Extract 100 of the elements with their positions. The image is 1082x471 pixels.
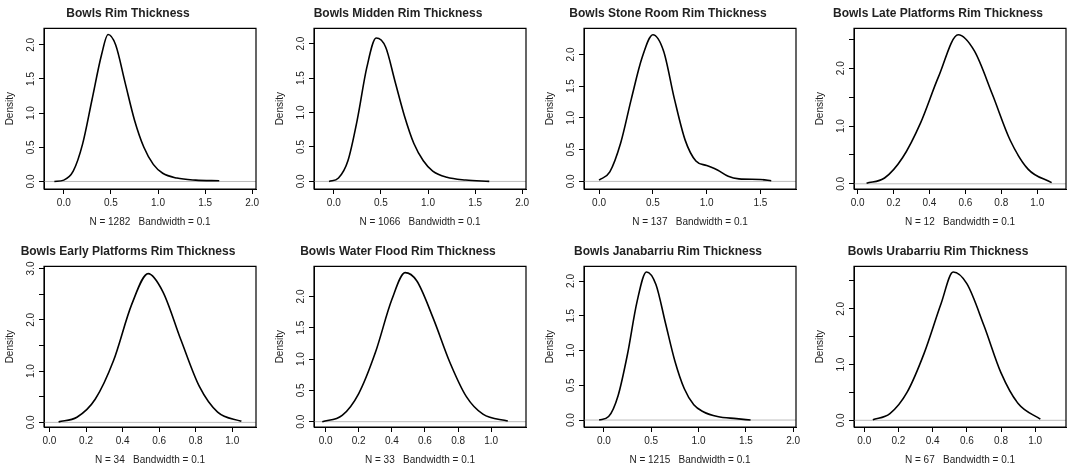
y-tick-label: 1.5 [294, 319, 306, 335]
x-tick-label: 0.8 [188, 434, 204, 446]
x-tick-label: 0.5 [645, 196, 661, 208]
y-tick-label: 0.5 [564, 142, 576, 157]
x-tick-label: 0.0 [56, 196, 72, 208]
chart-title: Bowls Stone Room Rim Thickness [569, 5, 768, 20]
x-tick-label: 0.2 [351, 434, 367, 446]
x-tick-label: 1.0 [1030, 196, 1045, 208]
x-tick-label: 1.5 [198, 196, 213, 208]
y-tick-label: 2.0 [294, 288, 306, 303]
line-series [598, 33, 773, 182]
chart-title: Bowls Late Platforms Rim Thickness [832, 5, 1044, 20]
x-tick-label: 0.5 [103, 196, 119, 208]
x-tick-label: 0.0 [326, 196, 342, 208]
x-tick-label: 0.8 [994, 434, 1009, 446]
line-series [328, 37, 491, 183]
x-tick-label: 0.4 [922, 196, 937, 208]
y-axis-title: Density [3, 329, 15, 363]
y-tick-label: 1.0 [24, 363, 36, 378]
x-tick-label: 2.0 [786, 434, 801, 446]
y-tick-label: 2.0 [564, 47, 576, 62]
line-series [57, 272, 243, 423]
x-tick-label: 1.0 [421, 196, 436, 208]
x-tick-label: 0.5 [373, 196, 389, 208]
y-tick-label: 1.0 [24, 105, 36, 121]
y-tick-label: 0.0 [294, 413, 306, 429]
x-tick-label: 1.0 [225, 434, 240, 446]
x-axis-title: N = 1066 Bandwidth = 0.1 [359, 215, 482, 227]
y-tick-label: 2.0 [564, 273, 576, 288]
chart-title: Bowls Water Flood Rim Thickness [300, 243, 497, 258]
x-tick-label: 0.6 [958, 196, 973, 208]
x-tick-label: 2.0 [515, 196, 530, 208]
x-tick-label: 1.0 [691, 434, 706, 446]
y-tick-label: 0.5 [294, 139, 306, 154]
x-tick-label: 0.8 [994, 196, 1009, 208]
x-tick-label: 0.0 [42, 434, 57, 446]
y-axis-title: Density [543, 92, 555, 126]
x-tick-label: 0.4 [384, 434, 400, 446]
y-axis-title: Density [543, 329, 555, 363]
x-tick-label: 0.5 [644, 434, 659, 446]
line-series [598, 270, 752, 421]
y-axis-title: Density [273, 329, 285, 363]
y-tick-label: 1.0 [294, 105, 306, 120]
x-tick-label: 1.0 [1028, 434, 1043, 446]
x-tick-label: 0.8 [451, 434, 466, 446]
y-tick-label: 1.5 [564, 78, 576, 94]
x-tick-label: 0.0 [850, 196, 865, 208]
y-tick-label: 3.0 [24, 260, 36, 275]
y-axis-title: Density [813, 92, 825, 126]
y-tick-label: 1.0 [564, 110, 576, 125]
y-axis-title: Density [273, 92, 285, 126]
chart-title: Bowls Urabarriu Rim Thickness [847, 243, 1029, 258]
x-tick-label: 1.5 [738, 434, 754, 446]
chart-title: Bowls Janabarriu Rim Thickness [573, 243, 763, 258]
y-axis-title: Density [813, 329, 825, 363]
y-tick-label: 2.0 [24, 37, 36, 52]
x-tick-label: 0.0 [318, 434, 333, 446]
x-tick-label: 0.4 [115, 434, 130, 446]
y-tick-label: 0.0 [834, 412, 846, 427]
x-tick-label: 0.6 [418, 434, 433, 446]
x-axis-title: N = 67 Bandwidth = 0.1 [904, 453, 1016, 465]
x-tick-label: 1.0 [699, 196, 715, 208]
x-axis-title: N = 12 Bandwidth = 0.1 [904, 215, 1016, 227]
x-axis-title: N = 1282 Bandwidth = 0.1 [89, 215, 212, 227]
line-series [872, 270, 1042, 421]
x-tick-label: 1.5 [753, 196, 768, 208]
y-axis-title: Density [3, 92, 15, 126]
line-series [53, 33, 221, 183]
y-tick-label: 1.5 [294, 70, 306, 85]
y-tick-label: 1.0 [834, 356, 846, 371]
x-tick-label: 0.2 [886, 196, 901, 208]
x-axis-title: N = 33 Bandwidth = 0.1 [364, 453, 476, 465]
x-tick-label: 1.0 [484, 434, 499, 446]
y-tick-label: 1.0 [294, 351, 306, 366]
y-tick-label: 1.5 [564, 307, 576, 323]
y-tick-label: 0.0 [24, 174, 36, 189]
y-tick-label: 0.0 [834, 176, 846, 191]
x-tick-label: 0.0 [592, 196, 607, 208]
y-tick-label: 0.0 [564, 412, 576, 427]
chart-title: Bowls Rim Thickness [66, 5, 191, 20]
x-axis-title: N = 1215 Bandwidth = 0.1 [629, 453, 752, 465]
x-tick-label: 0.0 [857, 434, 872, 446]
y-tick-label: 0.0 [294, 174, 306, 189]
y-tick-label: 1.0 [564, 342, 576, 357]
y-tick-label: 0.0 [24, 414, 36, 429]
line-series [865, 33, 1053, 185]
chart-title: Bowls Midden Rim Thickness [313, 5, 483, 20]
x-axis-title: N = 34 Bandwidth = 0.1 [94, 453, 206, 465]
y-tick-label: 0.0 [564, 174, 576, 189]
x-tick-label: 0.6 [152, 434, 167, 446]
y-tick-label: 0.5 [24, 139, 36, 155]
x-tick-label: 1.5 [468, 196, 483, 208]
y-tick-label: 2.0 [24, 311, 36, 327]
line-series [321, 271, 509, 422]
y-tick-label: 1.0 [834, 118, 846, 133]
y-tick-label: 2.0 [294, 36, 306, 51]
x-tick-label: 1.0 [151, 196, 166, 208]
y-tick-label: 2.0 [834, 60, 846, 76]
y-tick-label: 1.5 [24, 71, 36, 86]
y-tick-label: 0.5 [294, 382, 306, 397]
